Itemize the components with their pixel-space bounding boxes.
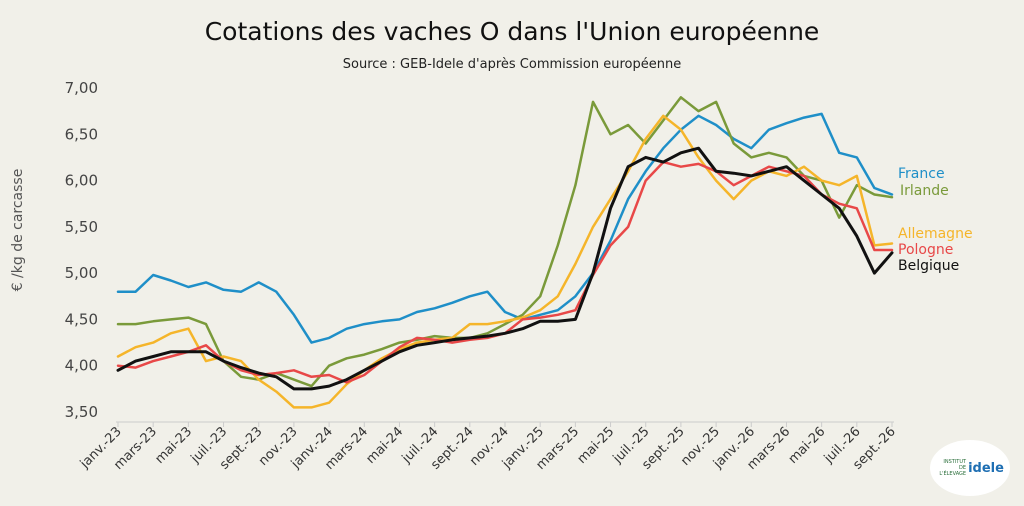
series-label-belgique: Belgique	[898, 258, 959, 274]
x-tick-label: mai-26	[786, 424, 829, 467]
y-axis-ticks: 7,00 6,50 6,00 5,50 5,00 4,50 4,00 3,50	[65, 79, 98, 421]
x-tick-label: mai-23	[152, 424, 195, 467]
y-tick-label: 4,50	[65, 310, 98, 328]
y-tick-label: 3,50	[65, 403, 98, 421]
series-line-france	[116, 112, 894, 344]
y-tick-label: 4,00	[65, 357, 98, 375]
y-axis-label: € /kg de carcasse	[10, 169, 26, 292]
x-axis-ticks: janv.-23mars-23mai-23juil.-23sept.-23nov…	[77, 422, 899, 473]
chart-subtitle: Source : GEB-Idele d'après Commission eu…	[343, 57, 681, 72]
series-label-allemagne: Allemagne	[898, 226, 973, 242]
y-tick-label: 7,00	[65, 79, 98, 97]
series-lines	[116, 96, 894, 409]
series-line-pologne	[116, 160, 894, 384]
logo-word: idele	[968, 460, 1004, 476]
x-tick-label: mai-25	[575, 424, 618, 467]
series-line-irlande	[116, 96, 894, 388]
y-tick-label: 6,00	[65, 172, 98, 190]
idele-logo: INSTITUT DE L'ÉLEVAGE idele	[930, 440, 1010, 496]
chart-title: Cotations des vaches O dans l'Union euro…	[205, 17, 820, 46]
y-tick-label: 5,50	[65, 218, 98, 236]
series-line-allemagne	[116, 114, 894, 409]
y-tick-label: 5,00	[65, 264, 98, 282]
series-label-france: France	[898, 166, 945, 182]
y-tick-label: 6,50	[65, 125, 98, 143]
series-label-irlande: Irlande	[900, 183, 949, 199]
x-tick-label: mai-24	[364, 424, 407, 467]
series-label-pologne: Pologne	[898, 242, 953, 258]
logo-subtext: INSTITUT DE L'ÉLEVAGE	[939, 459, 967, 477]
series-line-belgique	[116, 146, 894, 391]
